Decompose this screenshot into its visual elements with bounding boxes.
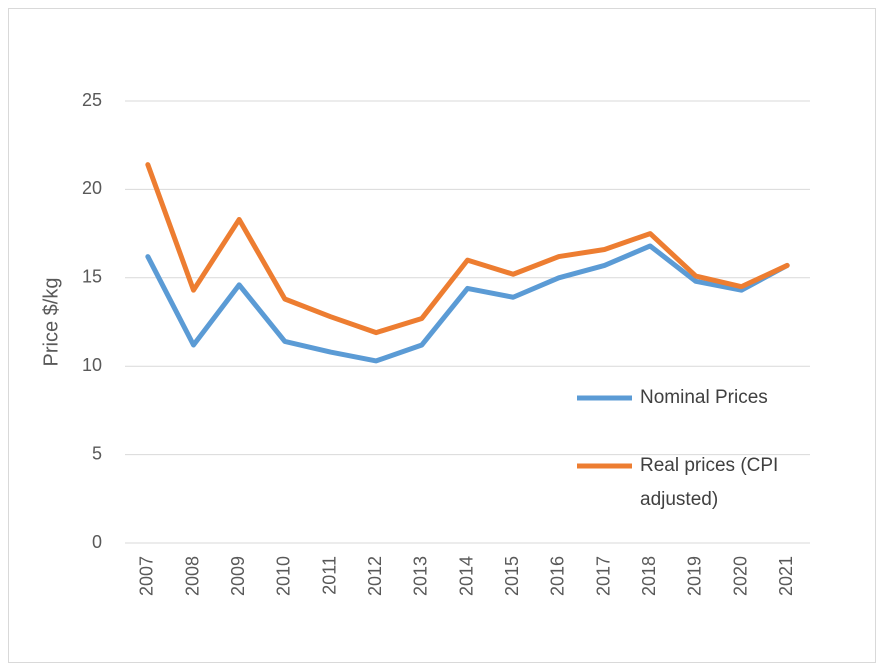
- y-tick-label: 15: [82, 267, 102, 287]
- x-tick-label: 2016: [548, 556, 568, 596]
- x-tick-label: 2008: [182, 556, 202, 596]
- y-axis-label: Price $/kg: [40, 278, 62, 367]
- x-tick-label: 2007: [137, 556, 157, 596]
- y-tick-label: 0: [92, 532, 102, 552]
- x-tick-label: 2012: [365, 556, 385, 596]
- x-tick-label: 2018: [639, 556, 659, 596]
- x-tick-label: 2015: [502, 556, 522, 596]
- x-tick-label: 2014: [456, 556, 476, 596]
- y-tick-label: 5: [92, 443, 102, 463]
- y-tick-label: 20: [82, 178, 102, 198]
- y-tick-label: 25: [82, 90, 102, 110]
- x-tick-label: 2013: [411, 556, 431, 596]
- legend-label: Real prices (CPI adjusted): [640, 455, 779, 510]
- x-tick-label: 2019: [685, 556, 705, 596]
- series-line: [145, 243, 790, 364]
- x-tick-label: 2011: [319, 556, 339, 595]
- x-tick-label: 2020: [730, 556, 750, 596]
- legend-label: Nominal Prices: [640, 387, 768, 408]
- y-tick-label: 10: [82, 355, 102, 375]
- series-line: [145, 162, 790, 336]
- chart-frame: [8, 8, 876, 663]
- x-tick-label: 2010: [274, 556, 294, 596]
- x-tick-label: 2009: [228, 556, 248, 596]
- x-tick-label: 2017: [593, 556, 613, 596]
- x-tick-label: 2021: [776, 556, 796, 596]
